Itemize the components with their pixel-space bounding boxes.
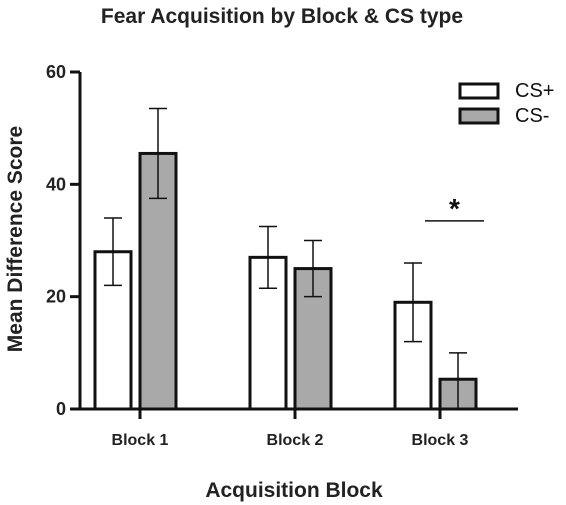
legend-label: CS+ <box>515 80 554 102</box>
significance-marker: * <box>449 193 460 224</box>
x-tick-label: Block 2 <box>267 432 324 449</box>
chart-title: Fear Acquisition by Block & CS type <box>101 5 463 28</box>
x-tick-label: Block 1 <box>112 432 169 449</box>
x-tick-label: Block 3 <box>412 432 469 449</box>
y-tick-label: 40 <box>46 174 66 194</box>
y-tick-label: 20 <box>46 287 66 307</box>
legend: CS+ CS- <box>458 80 554 127</box>
y-axis-label: Mean Difference Score <box>4 126 27 352</box>
y-tick-label: 60 <box>46 62 66 82</box>
legend-swatch <box>458 82 500 100</box>
legend-swatch <box>458 107 500 125</box>
legend-label: CS- <box>515 105 549 127</box>
x-axis-label: Acquisition Block <box>205 479 383 502</box>
y-tick-label: 0 <box>56 399 66 419</box>
plot-area: 0 20 40 60 Block 1 Block 2 Block 3 * <box>46 62 518 449</box>
